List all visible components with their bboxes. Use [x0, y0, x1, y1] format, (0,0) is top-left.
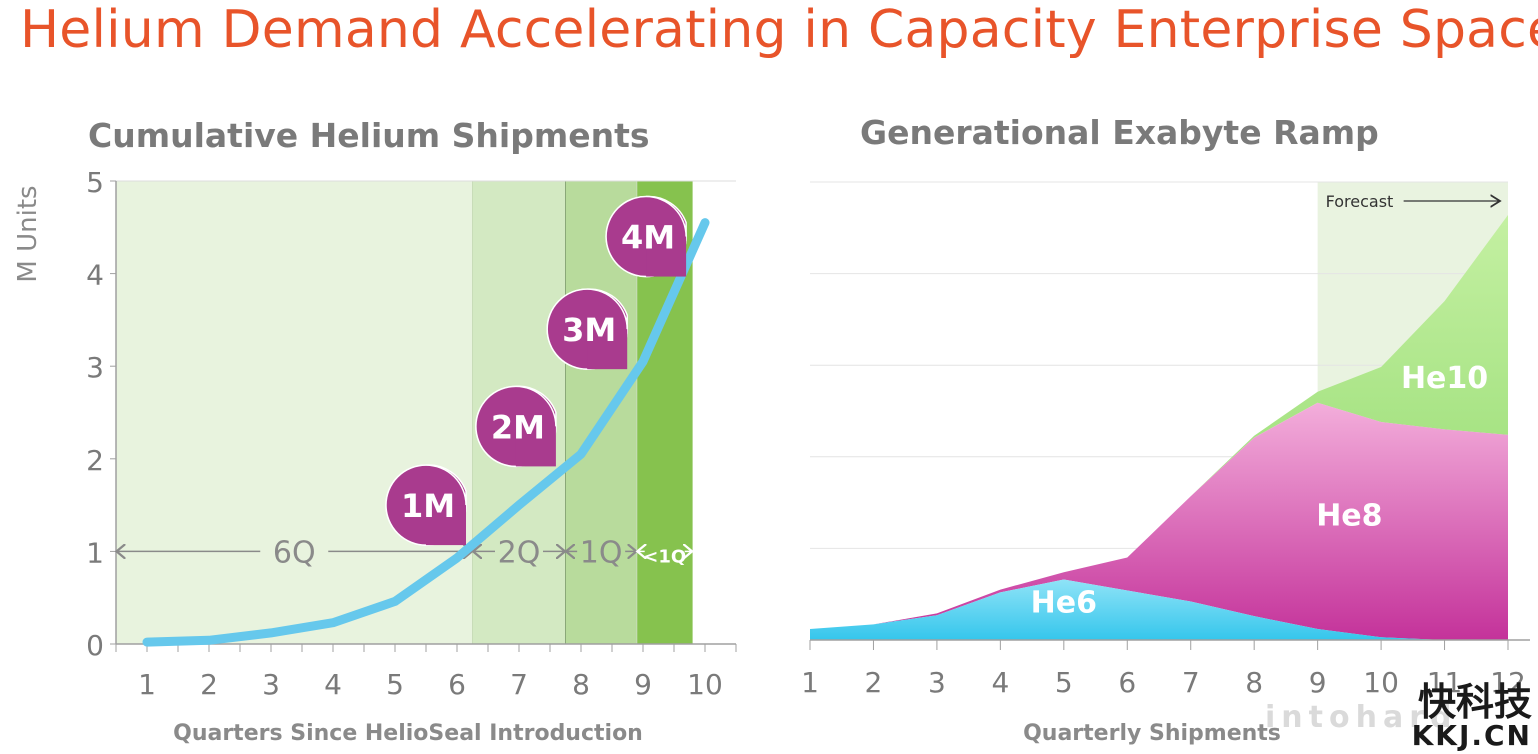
x-tick-label: 6: [448, 668, 466, 701]
forecast-label: Forecast: [1326, 192, 1394, 211]
y-tick-label: 3: [86, 351, 104, 384]
x-axis-label: Quarters Since HelioSeal Introduction: [173, 721, 643, 746]
x-tick-label: 9: [634, 668, 652, 701]
milestone-marker: 4M: [605, 195, 687, 278]
x-tick-label: 6: [1118, 666, 1136, 699]
watermark-cn: 快科技: [1417, 680, 1532, 724]
series-label-he6: He6: [1031, 586, 1097, 621]
x-tick-label: 1: [138, 668, 156, 701]
y-tick-label: 5: [86, 166, 104, 199]
x-tick-label: 5: [1055, 666, 1073, 699]
milestone-corner: [587, 329, 628, 370]
y-tick-label: 2: [86, 444, 104, 477]
milestone-label: 1M: [401, 487, 455, 525]
x-tick-label: 7: [1182, 666, 1200, 699]
x-tick-label: 8: [572, 668, 590, 701]
y-axis-label: M Units: [13, 185, 43, 282]
slide-title: Helium Demand Accelerating in Capacity E…: [20, 0, 1538, 60]
left-chart-title: Cumulative Helium Shipments: [88, 116, 650, 155]
watermark: 快科技 KKJ.CN: [1412, 682, 1532, 750]
shipments-line: [142, 218, 710, 647]
x-tick-label: 10: [1363, 666, 1399, 699]
milestone-label: 4M: [621, 219, 675, 257]
x-tick-label: 5: [386, 668, 404, 701]
milestone-label: 2M: [491, 408, 545, 446]
phase-label: <1Q: [643, 546, 686, 567]
y-tick-label: 0: [86, 629, 104, 662]
x-axis-label: Quarterly Shipments: [1023, 721, 1281, 746]
y-tick-label: 1: [86, 536, 104, 569]
milestone-corner: [515, 426, 556, 467]
milestone-corner: [426, 505, 466, 546]
watermark-site: intohard: [1265, 700, 1458, 735]
phase-label: 6Q: [273, 535, 316, 570]
milestone-marker: 3M: [546, 288, 628, 370]
x-tick-label: 7: [510, 668, 528, 701]
series-label-he10: He10: [1401, 361, 1488, 396]
x-tick-label: 8: [1245, 666, 1263, 699]
milestone-corner: [646, 236, 687, 277]
x-tick-label: 3: [262, 668, 280, 701]
x-tick-label: 1: [801, 666, 819, 699]
x-tick-label: 2: [200, 668, 218, 701]
cumulative-shipments-chart: 0 1 2 3 4 5 1 2 3 4 5 6 7 8 9 10 M Units Quarters Since H…: [13, 166, 737, 746]
y-tick-label: 4: [86, 259, 104, 292]
milestone-label: 3M: [562, 311, 616, 349]
phase-band: [116, 181, 473, 644]
x-tick-label: 2: [865, 666, 883, 699]
phase-label: 2Q: [498, 535, 541, 570]
series-label-he8: He8: [1316, 499, 1382, 534]
milestone-marker: 1M: [385, 464, 467, 546]
x-tick-label: 4: [991, 666, 1009, 699]
milestone-marker: 2M: [475, 385, 557, 468]
area-he8: [810, 402, 1508, 640]
x-tick-label: 9: [1309, 666, 1327, 699]
x-tick-label: 10: [687, 668, 723, 701]
x-tick-label: 4: [324, 668, 342, 701]
watermark-en: KKJ.CN: [1411, 719, 1532, 752]
x-tick-label: 3: [928, 666, 946, 699]
area-he6: [810, 579, 1508, 640]
x-tick-label: 11: [1427, 666, 1463, 699]
x-tick-label: 12: [1490, 666, 1526, 699]
right-chart-title: Generational Exabyte Ramp: [860, 113, 1379, 152]
phase-label: 1Q: [580, 535, 623, 570]
